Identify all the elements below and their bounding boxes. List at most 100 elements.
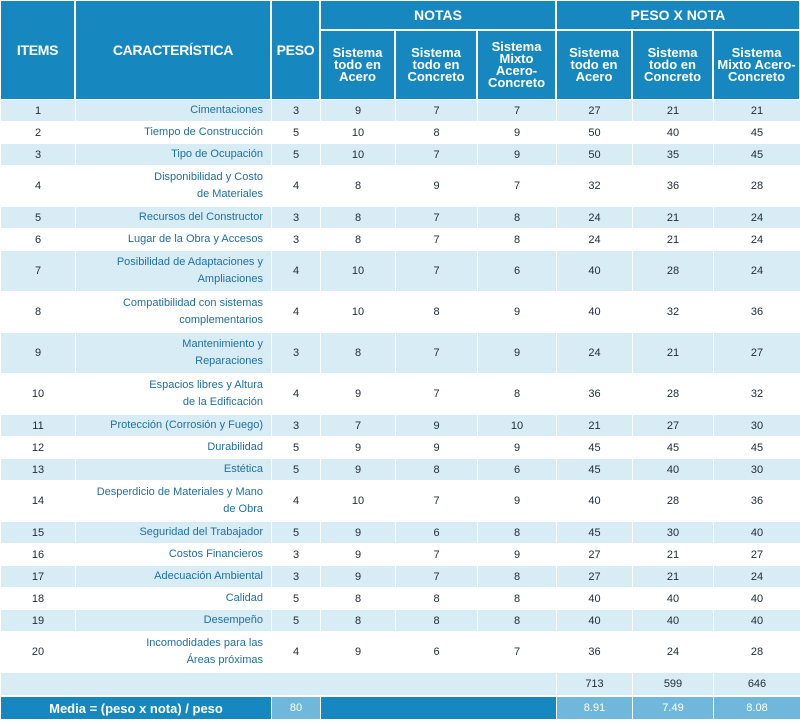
cell-nota-concreto: 9 [395, 437, 477, 459]
cell-nota-concreto: 7 [395, 144, 477, 166]
caracteristica-line: Áreas próximas [186, 654, 263, 666]
cell-nota-acero: 9 [320, 100, 395, 122]
cell-pxn-concreto: 21 [632, 333, 713, 374]
cell-nota-concreto: 7 [395, 544, 477, 566]
cell-nota-mixto: 7 [477, 166, 556, 207]
media-acero: 8.91 [556, 695, 632, 719]
cell-item: 5 [0, 207, 75, 229]
cell-pxn-mixto: 32 [713, 374, 800, 415]
header-pxn-concreto: Sistema todo en Concreto [632, 30, 713, 100]
table-row: 5 Recursos del Constructor 3 8 7 8 24 21 24 [0, 207, 800, 229]
cell-peso: 3 [271, 207, 320, 229]
caracteristica-line: de la Edificación [182, 396, 263, 408]
table-row: 13 Estética 5 9 8 6 45 40 30 [0, 459, 800, 481]
cell-nota-mixto: 8 [477, 229, 556, 251]
cell-nota-concreto: 7 [395, 229, 477, 251]
cell-nota-concreto: 8 [395, 588, 477, 610]
cell-peso: 5 [271, 122, 320, 144]
cell-nota-mixto: 8 [477, 566, 556, 588]
table-row: 6 Lugar de la Obra y Accesos 3 8 7 8 24 21 24 [0, 229, 800, 251]
cell-pxn-concreto: 21 [632, 100, 713, 122]
caracteristica-line: Recursos del Constructor [138, 211, 263, 223]
caracteristica-line: Protección (Corrosión y Fuego) [110, 419, 263, 431]
cell-nota-acero: 8 [320, 610, 395, 632]
cell-caracteristica: Seguridad del Trabajador [75, 522, 271, 544]
cell-item: 3 [0, 144, 75, 166]
cell-caracteristica: Incomodidades para las Áreas próximas [75, 632, 271, 673]
table-row: 15 Seguridad del Trabajador 5 9 6 8 45 30 40 [0, 522, 800, 544]
header-notas-mixto: Sistema Mixto Acero-Concreto [477, 30, 556, 100]
cell-caracteristica: Mantenimiento y Reparaciones [75, 333, 271, 374]
cell-caracteristica: Espacios libres y Altura de la Edificació… [75, 374, 271, 415]
cell-peso: 3 [271, 333, 320, 374]
cell-pxn-concreto: 28 [632, 251, 713, 292]
cell-nota-acero: 8 [320, 166, 395, 207]
cell-pxn-concreto: 40 [632, 459, 713, 481]
caracteristica-line: Desempeño [203, 614, 263, 626]
cell-caracteristica: Tipo de Ocupación [75, 144, 271, 166]
table-row: 14 Desperdicio de Materiales y Mano de Obr… [0, 481, 800, 522]
cell-caracteristica: Disponibilidad y Costo de Materiales [75, 166, 271, 207]
cell-peso: 5 [271, 610, 320, 632]
totals-spacer [0, 673, 556, 695]
cell-nota-acero: 10 [320, 122, 395, 144]
caracteristica-line: Tipo de Ocupación [171, 148, 263, 160]
cell-nota-mixto: 10 [477, 415, 556, 437]
caracteristica-line: de Obra [223, 503, 263, 515]
caracteristica-line: Durabilidad [207, 441, 263, 453]
cell-nota-mixto: 7 [477, 632, 556, 673]
cell-nota-mixto: 8 [477, 207, 556, 229]
table-row: 8 Compatibilidad con sistemas complementar… [0, 292, 800, 333]
media-row: Media = (peso x nota) / peso 80 8.91 7.4… [0, 695, 800, 719]
cell-pxn-concreto: 21 [632, 207, 713, 229]
cell-peso: 4 [271, 166, 320, 207]
caracteristica-line: de Materiales [196, 188, 263, 200]
cell-item: 14 [0, 481, 75, 522]
cell-pxn-acero: 40 [556, 292, 632, 333]
cell-nota-mixto: 9 [477, 437, 556, 459]
table-row: 16 Costos Financieros 3 9 7 9 27 21 27 [0, 544, 800, 566]
cell-nota-concreto: 9 [395, 415, 477, 437]
cell-pxn-acero: 24 [556, 229, 632, 251]
cell-pxn-concreto: 35 [632, 144, 713, 166]
cell-caracteristica: Cimentaciones [75, 100, 271, 122]
table-row: 1 Cimentaciones 3 9 7 7 27 21 21 [0, 100, 800, 122]
cell-peso: 4 [271, 251, 320, 292]
caracteristica-line: Estética [223, 463, 263, 475]
cell-caracteristica: Costos Financieros [75, 544, 271, 566]
cell-nota-acero: 10 [320, 292, 395, 333]
cell-pxn-acero: 24 [556, 207, 632, 229]
cell-item: 16 [0, 544, 75, 566]
cell-pxn-acero: 40 [556, 610, 632, 632]
cell-nota-concreto: 9 [395, 166, 477, 207]
cell-caracteristica: Lugar de la Obra y Accesos [75, 229, 271, 251]
cell-caracteristica: Compatibilidad con sistemas complementari… [75, 292, 271, 333]
caracteristica-line: Tiempo de Construcción [144, 126, 263, 138]
header-pxn-mixto: Sistema Mixto Acero-Concreto [713, 30, 800, 100]
caracteristica-line: Calidad [225, 592, 263, 604]
cell-nota-mixto: 6 [477, 251, 556, 292]
caracteristica-line: Cimentaciones [190, 104, 263, 116]
cell-item: 8 [0, 292, 75, 333]
cell-pxn-concreto: 21 [632, 544, 713, 566]
cell-pxn-concreto: 32 [632, 292, 713, 333]
cell-nota-mixto: 8 [477, 522, 556, 544]
cell-pxn-mixto: 40 [713, 588, 800, 610]
cell-nota-acero: 8 [320, 207, 395, 229]
cell-nota-mixto: 8 [477, 588, 556, 610]
cell-nota-acero: 10 [320, 481, 395, 522]
cell-pxn-acero: 45 [556, 437, 632, 459]
cell-pxn-concreto: 45 [632, 437, 713, 459]
cell-caracteristica: Calidad [75, 588, 271, 610]
cell-peso: 4 [271, 374, 320, 415]
cell-nota-acero: 9 [320, 374, 395, 415]
cell-pxn-mixto: 45 [713, 437, 800, 459]
table-body: 1 Cimentaciones 3 9 7 7 27 21 21 2 Tiempo de Const… [0, 100, 800, 673]
cell-pxn-acero: 45 [556, 522, 632, 544]
cell-pxn-mixto: 45 [713, 144, 800, 166]
cell-nota-acero: 7 [320, 415, 395, 437]
header-notas-acero: Sistema todo en Acero [320, 30, 395, 100]
header-peso: PESO [271, 0, 320, 100]
cell-caracteristica: Adecuación Ambiental [75, 566, 271, 588]
cell-item: 15 [0, 522, 75, 544]
